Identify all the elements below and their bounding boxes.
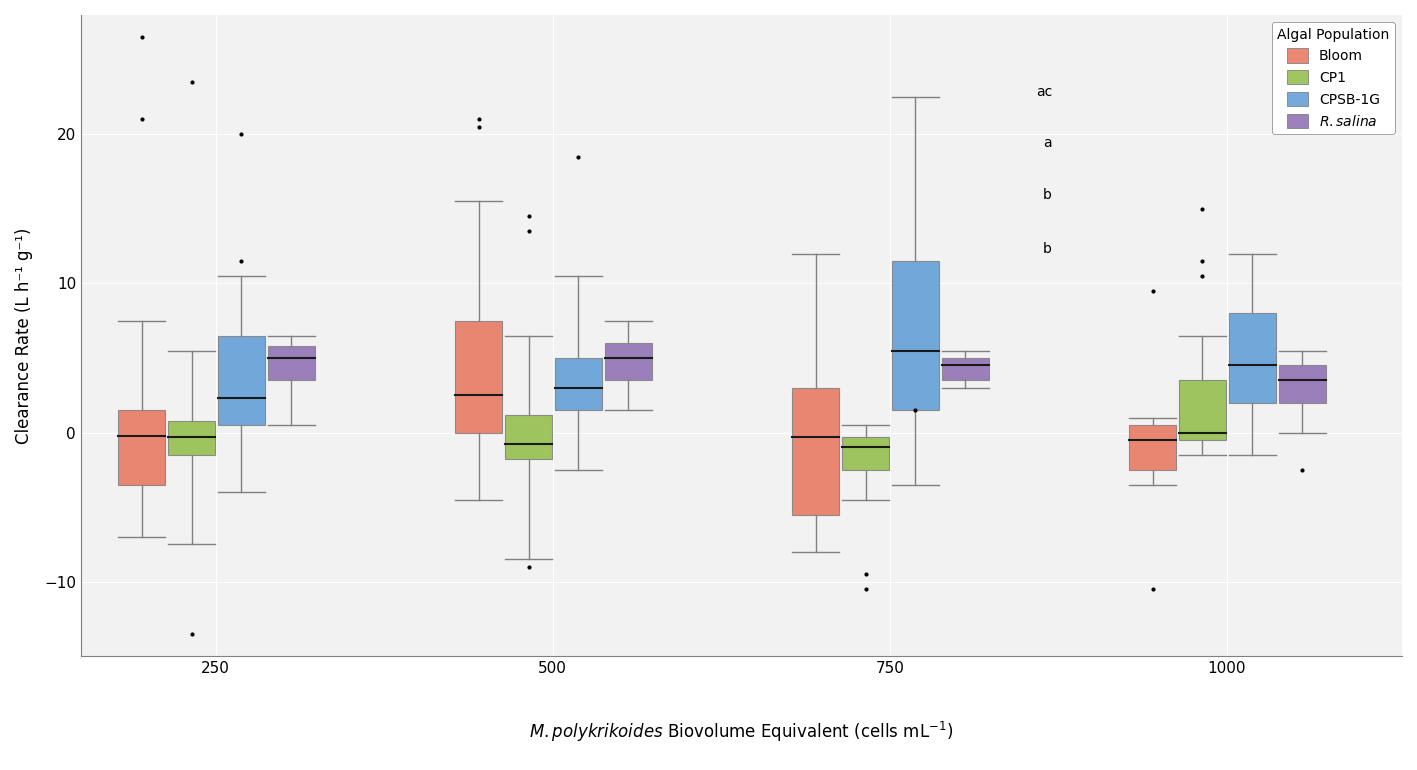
Bar xyxy=(218,336,265,425)
Bar xyxy=(842,437,888,470)
Bar xyxy=(118,410,166,485)
Text: b: b xyxy=(1043,188,1051,202)
Bar xyxy=(555,358,602,410)
Legend: Bloom, CP1, CPSB-1G, $\it{R. salina}$: Bloom, CP1, CPSB-1G, $\it{R. salina}$ xyxy=(1271,22,1396,134)
Bar xyxy=(1278,366,1326,403)
Bar xyxy=(1129,425,1176,470)
Text: b: b xyxy=(1043,242,1051,256)
Bar xyxy=(1229,313,1275,403)
Bar xyxy=(455,320,502,433)
Bar xyxy=(792,388,839,514)
Bar xyxy=(1179,380,1226,440)
Y-axis label: Clearance Rate (L h⁻¹ g⁻¹): Clearance Rate (L h⁻¹ g⁻¹) xyxy=(16,227,33,444)
Bar xyxy=(605,343,652,380)
Text: ac: ac xyxy=(1036,85,1051,99)
Bar xyxy=(268,346,315,380)
Text: a: a xyxy=(1043,136,1051,150)
Bar xyxy=(942,358,989,380)
Text: $\it{M. polykrikoides}$ Biovolume Equivalent (cells mL$^{-1}$): $\it{M. polykrikoides}$ Biovolume Equiva… xyxy=(530,720,954,745)
Bar xyxy=(891,261,939,410)
Bar xyxy=(504,414,553,460)
Bar xyxy=(169,420,215,455)
